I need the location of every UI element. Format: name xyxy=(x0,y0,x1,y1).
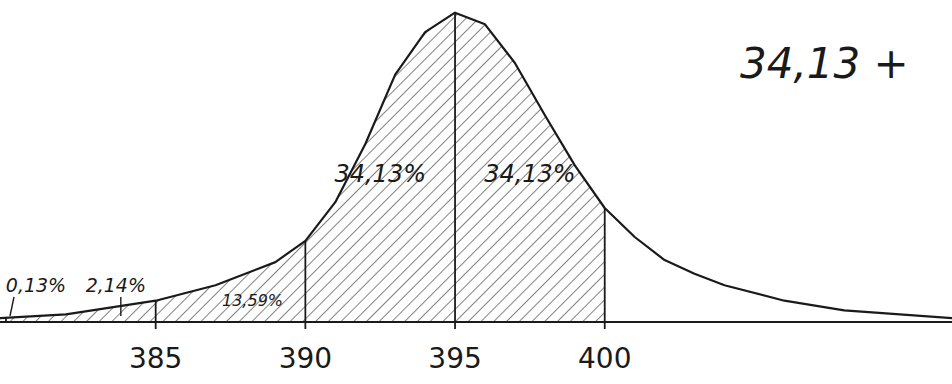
marks xyxy=(0,13,952,322)
x-tick-label: 400 xyxy=(578,342,631,375)
leader-line xyxy=(10,297,14,316)
boundary-line xyxy=(304,241,306,322)
region-label: 2,14% xyxy=(86,274,146,296)
x-tick-label: 395 xyxy=(428,342,481,375)
region-label: 34,13% xyxy=(484,160,576,188)
chart-root: 385 390 395 400 0,13% 2,14% 13,59% 34,13% 34,13%… xyxy=(0,0,952,384)
curve xyxy=(0,13,952,318)
x-tick xyxy=(304,322,306,329)
x-tick-label: 390 xyxy=(279,342,332,375)
x-tick xyxy=(604,322,606,329)
chart: 385 390 395 400 0,13% 2,14% 13,59% 34,13% 34,13%… xyxy=(0,0,952,384)
region-label: 34,13% xyxy=(334,160,426,188)
region-label: 13,59% xyxy=(222,291,283,310)
annotation: 34,13 + xyxy=(740,39,909,88)
boundary-line xyxy=(155,301,157,322)
boundary-line xyxy=(454,13,456,322)
hatched-area xyxy=(0,13,605,322)
region-labels: 0,13% 2,14% 13,59% 34,13% 34,13% xyxy=(6,160,576,316)
x-tick-label: 385 xyxy=(129,342,182,375)
x-axis-line xyxy=(0,321,952,323)
x-tick xyxy=(155,322,157,329)
region-label: 0,13% xyxy=(6,274,66,296)
x-tick xyxy=(454,322,456,329)
leader-line xyxy=(120,297,121,316)
boundary-line xyxy=(604,208,606,322)
